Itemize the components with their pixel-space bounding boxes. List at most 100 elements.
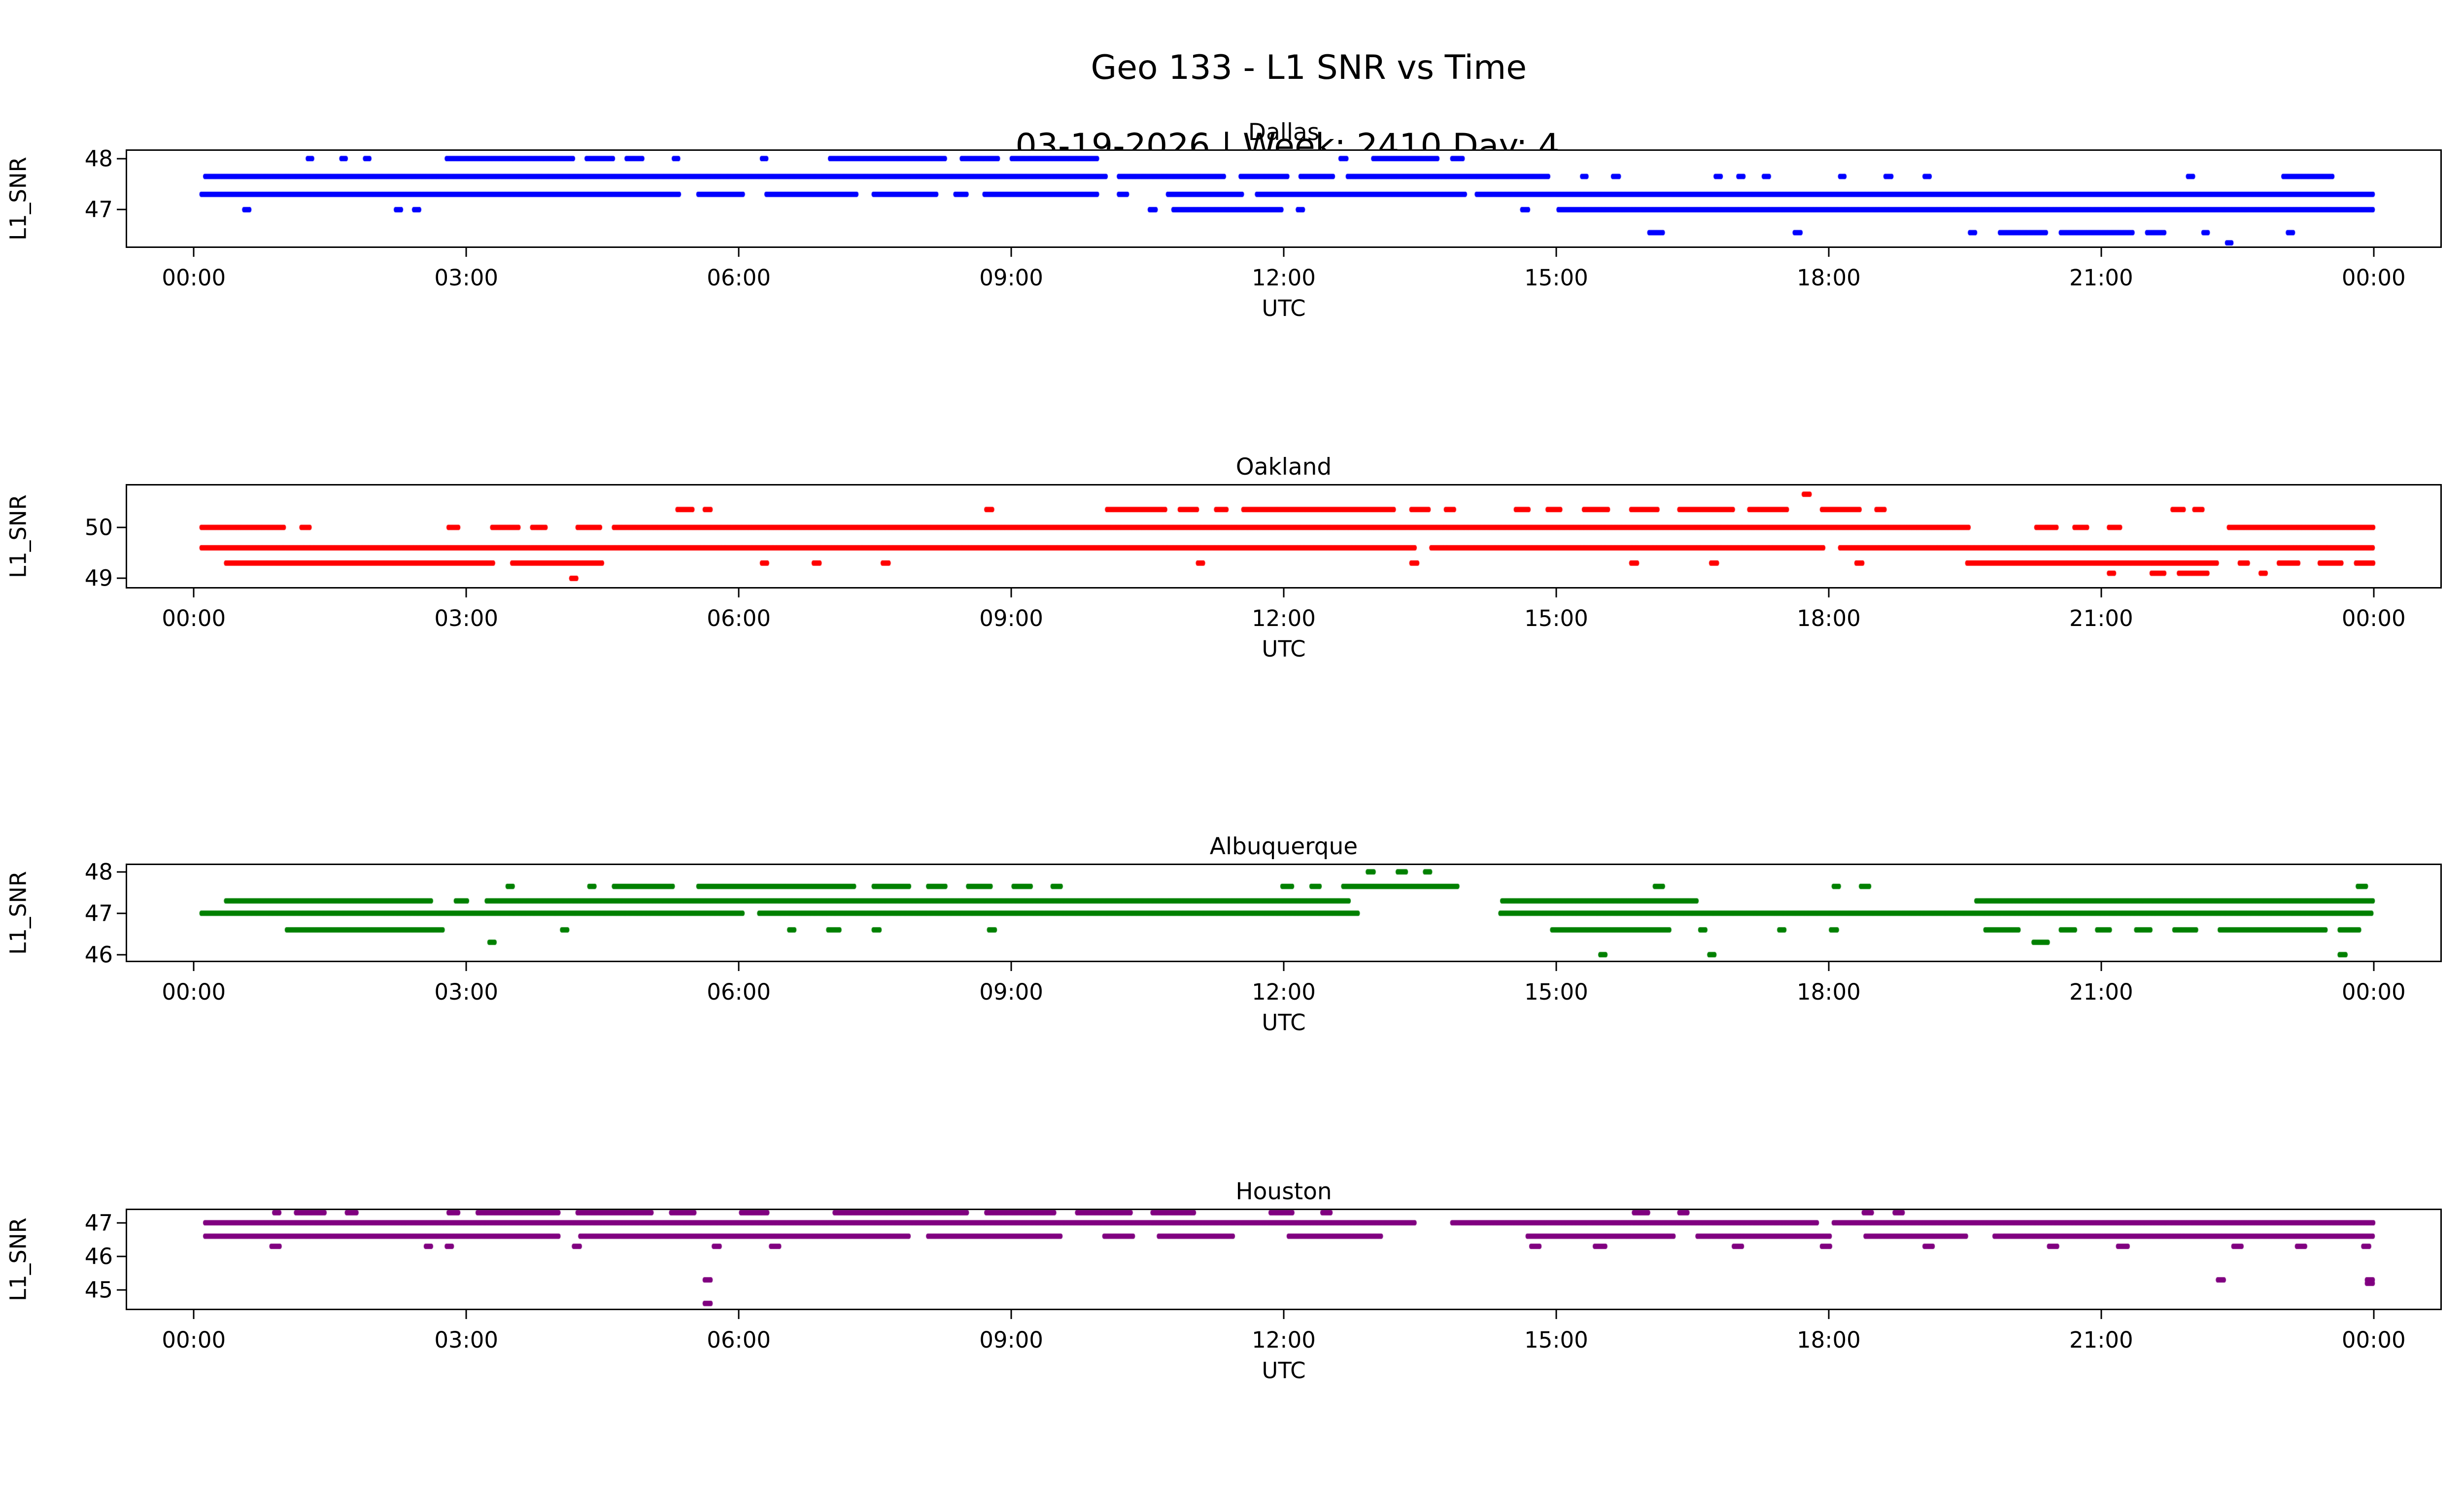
ylabel-albuquerque: L1_SNR — [5, 871, 32, 955]
xtick-label-albuquerque-1: 03:00 — [434, 979, 499, 1005]
xtick-mark-oakland-1 — [465, 589, 467, 597]
ytick-mark-dallas-47 — [117, 209, 126, 210]
xtick-mark-houston-1 — [465, 1310, 467, 1319]
xtick-label-albuquerque-5: 15:00 — [1524, 979, 1588, 1005]
xtick-mark-dallas-2 — [738, 248, 740, 257]
xtick-mark-oakland-2 — [738, 589, 740, 597]
ylabel-oakland: L1_SNR — [5, 494, 32, 578]
xtick-label-dallas-4: 12:00 — [1252, 265, 1316, 291]
ylabel-houston: L1_SNR — [5, 1217, 32, 1301]
ytick-label-houston-45: 45 — [84, 1277, 113, 1303]
ytick-mark-houston-47 — [117, 1222, 126, 1224]
xtick-mark-houston-2 — [738, 1310, 740, 1319]
ytick-label-houston-46: 46 — [84, 1243, 113, 1270]
xlabel-houston: UTC — [1262, 1357, 1306, 1384]
figure-title-line1: Geo 133 - L1 SNR vs Time — [1091, 48, 1527, 87]
xtick-label-oakland-8: 00:00 — [2341, 605, 2406, 631]
xtick-label-houston-1: 03:00 — [434, 1327, 499, 1353]
xtick-label-dallas-0: 00:00 — [162, 265, 226, 291]
xtick-label-albuquerque-2: 06:00 — [707, 979, 771, 1005]
subplot-title-dallas: Dallas — [1248, 119, 1320, 146]
ytick-mark-houston-45 — [117, 1289, 126, 1291]
xtick-label-dallas-3: 09:00 — [979, 265, 1043, 291]
ytick-mark-houston-46 — [117, 1255, 126, 1257]
xtick-label-albuquerque-6: 18:00 — [1797, 979, 1861, 1005]
xtick-mark-albuquerque-7 — [2100, 962, 2102, 971]
xtick-mark-houston-5 — [1555, 1310, 1557, 1319]
xtick-mark-dallas-3 — [1010, 248, 1012, 257]
xtick-label-albuquerque-4: 12:00 — [1252, 979, 1316, 1005]
xtick-label-oakland-1: 03:00 — [434, 605, 499, 631]
xtick-mark-albuquerque-6 — [1828, 962, 1830, 971]
xlabel-dallas: UTC — [1262, 295, 1306, 321]
xtick-mark-albuquerque-0 — [193, 962, 195, 971]
ytick-label-dallas-47: 47 — [84, 196, 113, 223]
xtick-mark-albuquerque-1 — [465, 962, 467, 971]
scatter-canvas-oakland — [126, 484, 2442, 589]
xtick-label-dallas-6: 18:00 — [1797, 265, 1861, 291]
xtick-mark-dallas-8 — [2373, 248, 2375, 257]
subplot-houston: Houston 45 46 47 00:00 03:00 06:00 09:00 12:00 15… — [5, 1178, 2442, 1384]
subplot-oakland: Oakland 49 50 00:00 03:00 06:00 09:00 12:00 15:0… — [5, 453, 2442, 662]
ylabel-dallas: L1_SNR — [5, 157, 32, 241]
ytick-label-albuquerque-47: 47 — [84, 900, 113, 927]
xtick-mark-oakland-8 — [2373, 589, 2375, 597]
xtick-mark-houston-7 — [2100, 1310, 2102, 1319]
xtick-label-houston-8: 00:00 — [2341, 1327, 2406, 1353]
scatter-canvas-albuquerque — [126, 864, 2442, 962]
xtick-mark-albuquerque-5 — [1555, 962, 1557, 971]
xtick-mark-houston-6 — [1828, 1310, 1830, 1319]
xtick-label-houston-0: 00:00 — [162, 1327, 226, 1353]
xtick-label-houston-2: 06:00 — [707, 1327, 771, 1353]
xtick-mark-oakland-3 — [1010, 589, 1012, 597]
ytick-mark-albuquerque-48 — [117, 871, 126, 873]
subplot-title-oakland: Oakland — [1235, 453, 1332, 481]
xtick-label-houston-3: 09:00 — [979, 1327, 1043, 1353]
xtick-label-oakland-6: 18:00 — [1797, 605, 1861, 631]
xtick-mark-albuquerque-2 — [738, 962, 740, 971]
xtick-label-albuquerque-3: 09:00 — [979, 979, 1043, 1005]
ytick-label-albuquerque-46: 46 — [84, 941, 113, 968]
xtick-label-oakland-7: 21:00 — [2069, 605, 2133, 631]
ytick-mark-dallas-48 — [117, 158, 126, 160]
ytick-mark-albuquerque-47 — [117, 912, 126, 914]
ytick-label-oakland-49: 49 — [84, 565, 113, 591]
ytick-label-houston-47: 47 — [84, 1210, 113, 1236]
xtick-mark-dallas-6 — [1828, 248, 1830, 257]
xtick-mark-oakland-4 — [1283, 589, 1285, 597]
xtick-mark-dallas-5 — [1555, 248, 1557, 257]
xtick-label-dallas-2: 06:00 — [707, 265, 771, 291]
xtick-label-houston-4: 12:00 — [1252, 1327, 1316, 1353]
xtick-mark-oakland-0 — [193, 589, 195, 597]
xtick-mark-oakland-6 — [1828, 589, 1830, 597]
xtick-label-houston-6: 18:00 — [1797, 1327, 1861, 1353]
xtick-label-dallas-1: 03:00 — [434, 265, 499, 291]
xtick-mark-houston-0 — [193, 1310, 195, 1319]
xtick-mark-oakland-5 — [1555, 589, 1557, 597]
xtick-mark-oakland-7 — [2100, 589, 2102, 597]
xlabel-oakland: UTC — [1262, 636, 1306, 662]
xtick-label-oakland-0: 00:00 — [162, 605, 226, 631]
xtick-mark-dallas-7 — [2100, 248, 2102, 257]
subplot-title-houston: Houston — [1235, 1178, 1332, 1205]
xtick-label-oakland-2: 06:00 — [707, 605, 771, 631]
ytick-label-albuquerque-48: 48 — [84, 859, 113, 885]
xtick-label-oakland-3: 09:00 — [979, 605, 1043, 631]
xlabel-albuquerque: UTC — [1262, 1009, 1306, 1036]
ytick-label-oakland-50: 50 — [84, 514, 113, 541]
xtick-label-albuquerque-0: 00:00 — [162, 979, 226, 1005]
xtick-mark-houston-8 — [2373, 1310, 2375, 1319]
ytick-label-dallas-48: 48 — [84, 145, 113, 172]
subplot-albuquerque: Albuquerque 46 47 48 00:00 03:00 06:00 09:00 12:… — [5, 833, 2442, 1036]
ytick-mark-albuquerque-46 — [117, 954, 126, 956]
subplot-dallas: Dallas 47 48 00:00 03:00 06:00 09:00 12:00 15:00… — [5, 119, 2442, 321]
ytick-mark-oakland-49 — [117, 577, 126, 579]
xtick-mark-dallas-0 — [193, 248, 195, 257]
scatter-canvas-dallas — [126, 149, 2442, 248]
xtick-label-dallas-7: 21:00 — [2069, 265, 2133, 291]
xtick-label-houston-5: 15:00 — [1524, 1327, 1588, 1353]
xtick-label-dallas-8: 00:00 — [2341, 265, 2406, 291]
xtick-label-albuquerque-7: 21:00 — [2069, 979, 2133, 1005]
scatter-canvas-houston — [126, 1209, 2442, 1310]
